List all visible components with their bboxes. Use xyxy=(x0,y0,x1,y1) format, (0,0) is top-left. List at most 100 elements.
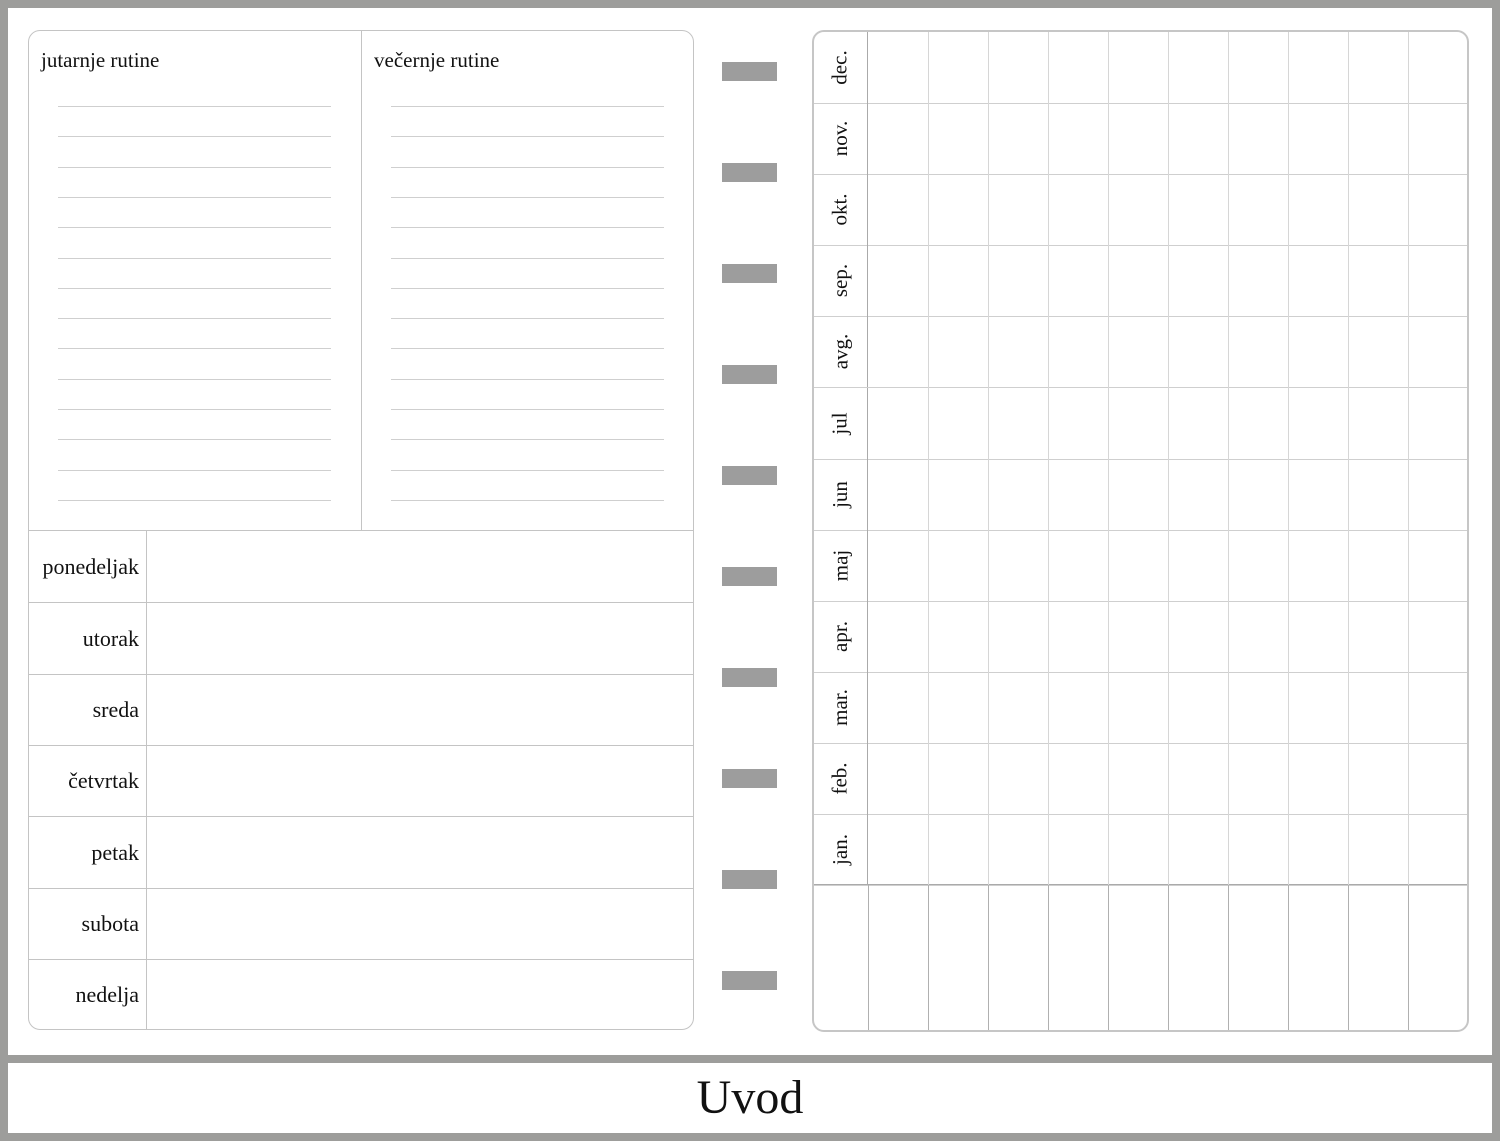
binder-tab xyxy=(722,62,777,81)
writing-line[interactable] xyxy=(58,318,331,320)
month-label-cell: feb. xyxy=(814,743,868,814)
binder-tab xyxy=(722,567,777,586)
day-row[interactable]: sreda xyxy=(29,673,693,746)
grid-column-line xyxy=(928,32,929,885)
writing-line[interactable] xyxy=(391,469,664,471)
footer-column-line xyxy=(1348,885,1349,1030)
writing-line[interactable] xyxy=(58,439,331,441)
footer-column-line xyxy=(928,885,929,1030)
day-row[interactable]: nedelja xyxy=(29,958,693,1029)
grid-column-line xyxy=(1168,32,1169,885)
writing-line[interactable] xyxy=(58,106,331,107)
month-row: okt. xyxy=(814,174,1467,247)
month-label: dec. xyxy=(828,50,852,85)
month-label-cell: apr. xyxy=(814,600,868,672)
writing-line[interactable] xyxy=(391,378,664,380)
month-row: avg. xyxy=(814,316,1467,389)
day-label: utorak xyxy=(29,603,147,675)
month-label-cell: avg. xyxy=(814,316,868,388)
writing-line[interactable] xyxy=(58,227,331,229)
weekly-panel: jutarnje rutine večernje rutine ponedelj… xyxy=(28,30,694,1030)
binder-tab xyxy=(722,466,777,485)
grid-column-line xyxy=(988,32,989,885)
footer-column-line xyxy=(988,885,989,1030)
morning-routines: jutarnje rutine xyxy=(29,31,361,530)
binder-tab xyxy=(722,365,777,384)
month-label-cell: okt. xyxy=(814,174,868,246)
writing-line[interactable] xyxy=(391,106,664,107)
month-label: okt. xyxy=(828,193,852,226)
routines-section: jutarnje rutine večernje rutine xyxy=(29,31,693,531)
month-label: jul xyxy=(827,411,852,435)
writing-line[interactable] xyxy=(58,378,331,380)
day-row[interactable]: subota xyxy=(29,887,693,960)
writing-line[interactable] xyxy=(391,439,664,441)
writing-line[interactable] xyxy=(391,318,664,320)
month-label: mar. xyxy=(828,689,852,726)
yearly-tracker: dec. nov. okt. sep. avg. jul jun maj apr. mar. feb… xyxy=(812,30,1469,1032)
month-label-cell: dec. xyxy=(814,32,868,103)
month-label: maj xyxy=(828,549,852,581)
month-row: jan. xyxy=(814,814,1467,887)
day-row[interactable]: petak xyxy=(29,816,693,889)
day-label: petak xyxy=(29,817,147,889)
writing-line[interactable] xyxy=(58,166,331,168)
writing-line[interactable] xyxy=(58,469,331,471)
day-row[interactable]: utorak xyxy=(29,602,693,675)
writing-line[interactable] xyxy=(391,227,664,229)
day-row[interactable]: ponedeljak xyxy=(29,531,693,602)
tracker-divider xyxy=(814,884,1467,885)
day-label: četvrtak xyxy=(29,745,147,817)
writing-line[interactable] xyxy=(58,499,331,501)
section-title: Uvod xyxy=(696,1071,804,1124)
month-label: avg. xyxy=(827,334,852,370)
writing-line[interactable] xyxy=(391,136,664,138)
month-label-cell: jan. xyxy=(814,814,868,886)
writing-line[interactable] xyxy=(58,409,331,410)
month-row: apr. xyxy=(814,600,1467,673)
day-label: sreda xyxy=(29,674,147,746)
day-label: subota xyxy=(29,888,147,960)
writing-line[interactable] xyxy=(391,499,664,501)
day-row[interactable]: četvrtak xyxy=(29,744,693,817)
month-label: nov. xyxy=(827,120,852,157)
binder-tab xyxy=(722,264,777,283)
grid-column-line xyxy=(1048,32,1049,885)
writing-line[interactable] xyxy=(391,257,664,259)
month-row: sep. xyxy=(814,245,1467,318)
writing-line[interactable] xyxy=(58,287,331,289)
footer-column-line xyxy=(1048,885,1049,1030)
writing-line[interactable] xyxy=(391,409,664,410)
footer-column-line xyxy=(1168,885,1169,1030)
month-label-cell: maj xyxy=(814,529,868,601)
month-label-cell: nov. xyxy=(814,103,868,175)
footer: Uvod xyxy=(8,1063,1492,1133)
footer-column-line xyxy=(868,885,869,1030)
writing-line[interactable] xyxy=(391,287,664,289)
weekdays-section: ponedeljak utorak sreda četvrtak petak subota… xyxy=(29,531,693,1029)
binder-tab xyxy=(722,163,777,182)
month-row: dec. xyxy=(814,32,1467,104)
writing-line[interactable] xyxy=(391,348,664,350)
writing-line[interactable] xyxy=(58,196,331,198)
writing-line[interactable] xyxy=(58,257,331,259)
month-label: jun xyxy=(828,480,852,508)
month-row: maj xyxy=(814,529,1467,602)
grid-column-line xyxy=(1108,32,1109,885)
writing-line[interactable] xyxy=(391,196,664,198)
month-label: sep. xyxy=(828,264,852,298)
binder-tab xyxy=(722,668,777,687)
month-row: jul xyxy=(814,387,1467,460)
day-label: nedelja xyxy=(29,959,147,1029)
writing-line[interactable] xyxy=(58,348,331,350)
grid-column-line xyxy=(1288,32,1289,885)
month-label: feb. xyxy=(827,762,852,795)
footer-column-line xyxy=(1288,885,1289,1030)
grid-column-line xyxy=(1228,32,1229,885)
grid-column-line xyxy=(1348,32,1349,885)
month-label-cell: mar. xyxy=(814,671,868,743)
writing-line[interactable] xyxy=(391,166,664,168)
writing-line[interactable] xyxy=(58,136,331,138)
evening-routines-title: večernje rutine xyxy=(374,48,500,72)
month-label-cell: sep. xyxy=(814,245,868,317)
